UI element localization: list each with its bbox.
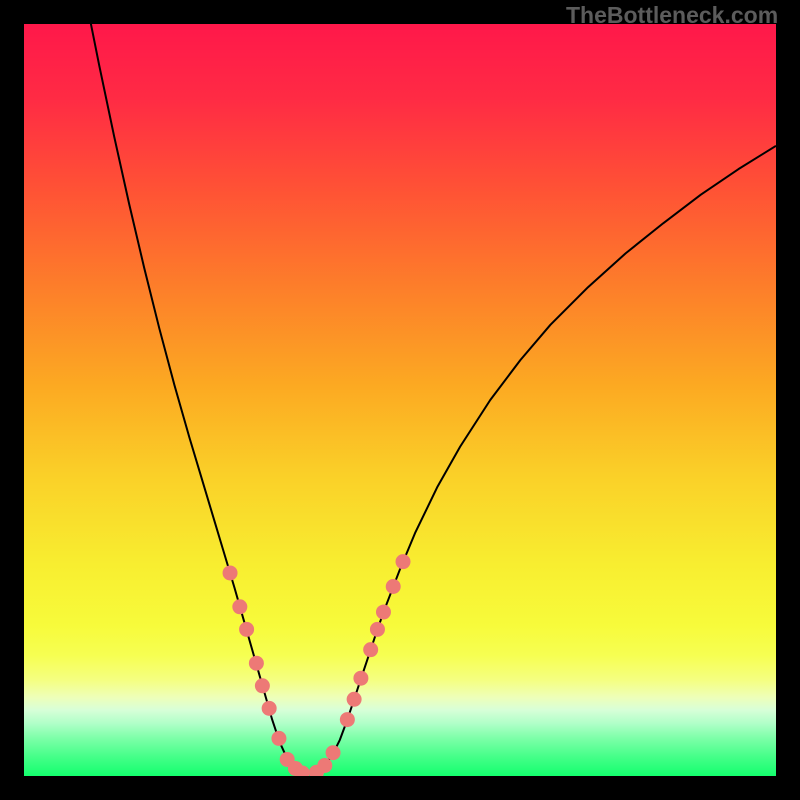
data-marker: [370, 622, 385, 637]
bottleneck-curve: [89, 24, 776, 774]
data-marker: [353, 671, 368, 686]
marker-group: [223, 554, 411, 776]
data-marker: [376, 605, 391, 620]
data-marker: [255, 678, 270, 693]
data-marker: [317, 758, 332, 773]
data-marker: [396, 554, 411, 569]
data-marker: [340, 712, 355, 727]
plot-area: [24, 24, 776, 776]
data-marker: [223, 565, 238, 580]
watermark-text: TheBottleneck.com: [566, 2, 778, 29]
data-marker: [239, 622, 254, 637]
data-marker: [249, 656, 264, 671]
data-marker: [262, 701, 277, 716]
data-marker: [271, 731, 286, 746]
data-marker: [232, 599, 247, 614]
data-marker: [326, 745, 341, 760]
plot-svg: [24, 24, 776, 776]
data-marker: [363, 642, 378, 657]
data-marker: [347, 692, 362, 707]
data-marker: [386, 579, 401, 594]
